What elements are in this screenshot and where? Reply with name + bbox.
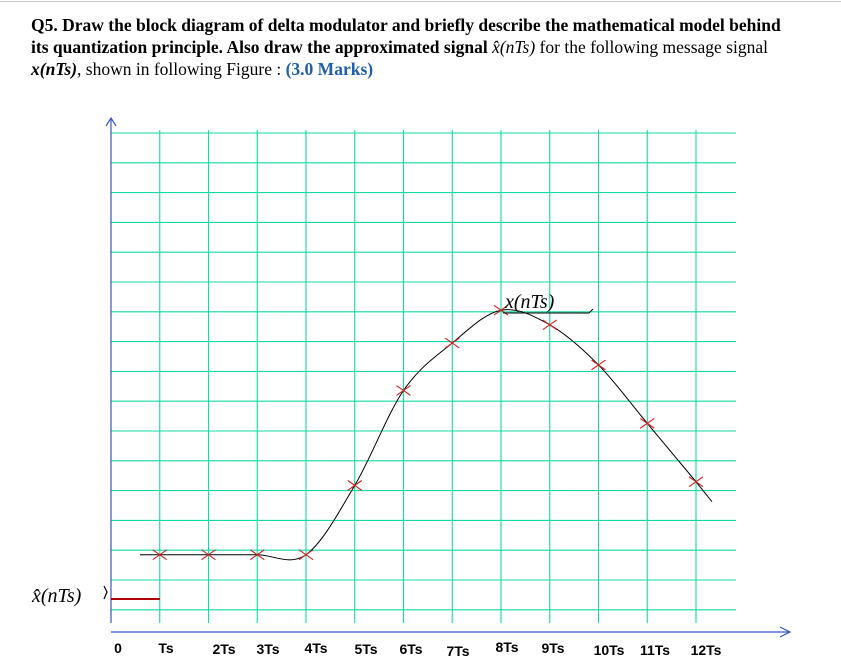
sample-marker — [201, 549, 216, 561]
sample-marker — [444, 337, 460, 349]
message-curve — [140, 309, 713, 561]
question-text: Q5. Draw the block diagram of delta modu… — [31, 14, 801, 80]
axes — [105, 116, 792, 638]
x-axis-arrowhead — [779, 626, 792, 638]
sample-marker — [639, 417, 655, 429]
sample-marker — [298, 549, 314, 561]
x-inline-symbol: x(nTs) — [31, 59, 78, 79]
sample-marker — [347, 480, 363, 491]
sample-marker — [249, 549, 265, 561]
question-tail: , shown in following Figure : — [77, 59, 282, 79]
x-tick-label: 4Ts — [304, 640, 327, 656]
x-tick-label: 7Ts — [446, 643, 469, 659]
question-body-normal: the following message signal — [564, 37, 768, 57]
x-tick-label: Ts — [158, 640, 174, 656]
sample-marker — [152, 549, 168, 561]
approx-label: x̂(nTs) — [31, 585, 82, 607]
x-tick-label: 9Ts — [541, 640, 564, 656]
x-tick-label: 2Ts — [212, 641, 235, 657]
approx-label-bracket — [103, 585, 108, 600]
for-word: for — [539, 37, 560, 57]
xhat-inline-symbol: x̂(nTs) — [492, 37, 536, 57]
question-number: Q5. — [31, 15, 58, 35]
page-top-rule — [0, 1, 841, 2]
x-tick-label: 3Ts — [256, 641, 279, 657]
sample-marker — [396, 385, 411, 396]
sample-marker — [542, 319, 558, 331]
marks-label: (3.0 Marks) — [285, 59, 374, 79]
x-tick-label: 0 — [114, 640, 122, 656]
y-axis-arrowhead — [105, 116, 117, 127]
x-tick-label: 5Ts — [354, 641, 377, 657]
x-tick-label: 12Ts — [691, 642, 722, 658]
curve-label: x(nTs) — [504, 291, 555, 313]
curve-label-underline — [503, 308, 594, 314]
sample-marker — [688, 476, 704, 488]
sample-markers — [152, 304, 704, 561]
x-tick-label: 6Ts — [399, 641, 422, 657]
sample-marker — [591, 359, 606, 371]
question-body-bold: Draw the block diagram of delta modulato… — [31, 15, 781, 57]
x-tick-label: 10Ts — [594, 642, 625, 658]
message-curve-path — [159, 309, 713, 561]
x-tick-label: 8Ts — [495, 639, 518, 655]
x-tick-labels: 0 Ts 2Ts 3Ts 4Ts 5Ts 6Ts 7Ts 8Ts 9Ts 10Ts 11Ts 12Ts — [114, 639, 722, 659]
grid-lines — [111, 130, 736, 623]
x-tick-label: 11Ts — [640, 642, 670, 658]
